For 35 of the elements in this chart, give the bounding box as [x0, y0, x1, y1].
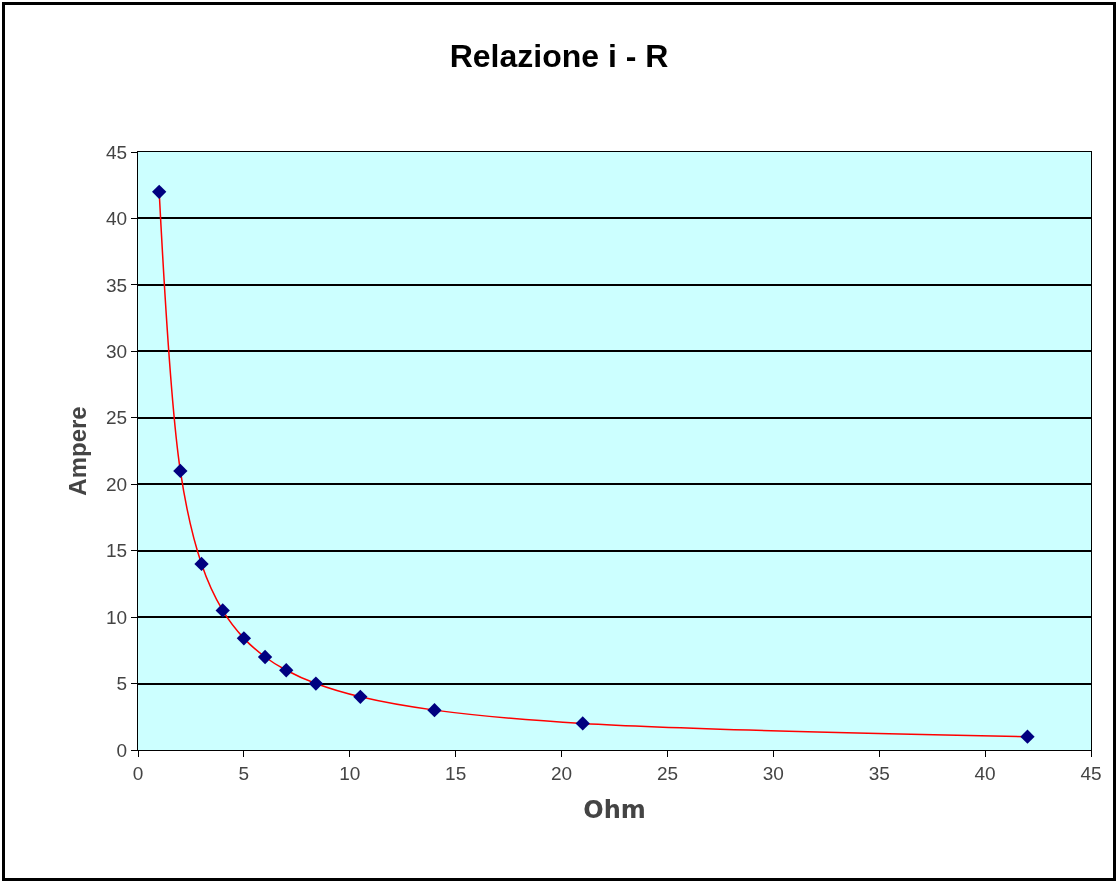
x-tick-label: 45	[1080, 762, 1102, 784]
chart-title: Relazione i - R	[449, 37, 669, 74]
x-tick-label: 0	[132, 762, 144, 784]
x-tick-label: 10	[339, 762, 361, 784]
point	[257, 649, 273, 665]
point	[215, 603, 230, 618]
y-tick-label: 0	[116, 739, 128, 761]
point	[1020, 729, 1035, 744]
y-tick-label: 5	[116, 673, 128, 695]
point	[194, 556, 209, 572]
point	[279, 663, 294, 678]
y-tick-label: 40	[106, 208, 128, 230]
point	[236, 631, 252, 646]
y-tick-label: 30	[106, 340, 128, 362]
y-tick-label: 20	[106, 473, 128, 495]
x-tick-label: 30	[762, 762, 784, 784]
y-tick-label: 15	[106, 540, 128, 562]
y-tick-label: 10	[106, 606, 128, 628]
point	[308, 676, 324, 691]
x-tick-label: 25	[656, 762, 679, 784]
point	[353, 689, 368, 704]
x-axis-title: Ohm	[583, 796, 646, 825]
x-tick-label: 15	[445, 762, 467, 784]
point	[152, 184, 167, 200]
x-tick-label: 5	[238, 762, 250, 784]
y-tick-label: 45	[106, 141, 128, 163]
y-tick-label: 35	[106, 274, 128, 296]
x-tick-label: 35	[868, 762, 890, 784]
y-axis-title: Ampere	[64, 406, 92, 496]
x-tick-label: 20	[550, 762, 573, 784]
y-tick-label: 25	[106, 407, 128, 429]
point	[575, 716, 590, 731]
point	[427, 702, 442, 718]
x-tick-label: 40	[974, 762, 996, 784]
point	[173, 463, 188, 479]
